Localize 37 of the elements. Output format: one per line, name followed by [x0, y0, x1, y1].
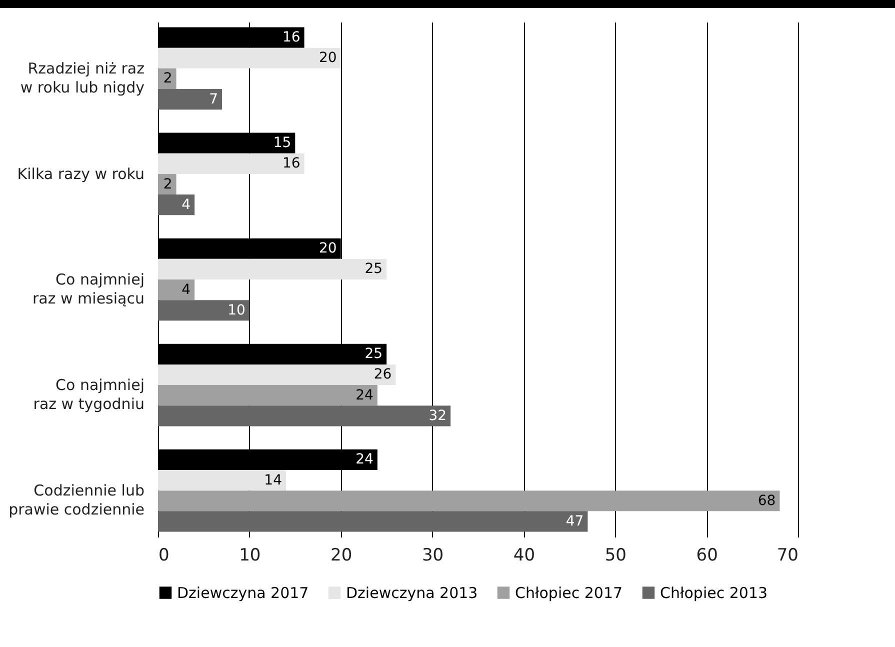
data-label: 4 — [182, 282, 191, 298]
data-label: 24 — [356, 452, 374, 468]
x-tick-label: 10 — [239, 546, 261, 566]
data-label: 10 — [228, 302, 246, 318]
legend-label: Chłopiec 2013 — [660, 584, 768, 602]
x-tick-label: 40 — [513, 546, 536, 566]
y-tick-label: Kilka razy w roku — [17, 164, 144, 183]
x-tick-label: 30 — [422, 546, 444, 566]
x-tick-label: 70 — [776, 546, 798, 566]
data-label: 15 — [273, 135, 292, 152]
x-tick-label: 20 — [330, 546, 352, 566]
data-label: 7 — [209, 91, 218, 108]
legend-label: Dziewczyna 2013 — [346, 584, 478, 602]
data-label: 26 — [374, 366, 392, 383]
data-label: 2 — [163, 176, 172, 192]
data-label: 16 — [282, 156, 300, 172]
data-label: 4 — [182, 196, 191, 213]
data-label: 20 — [319, 240, 337, 257]
y-tick-label: Rzadziej niż raz w roku lub nigdy — [20, 59, 145, 96]
data-label: 2 — [163, 70, 172, 87]
legend-label: Dziewczyna 2017 — [177, 584, 309, 602]
data-label: 68 — [758, 492, 776, 509]
data-label: 16 — [282, 30, 300, 46]
x-tick-label: 60 — [696, 546, 718, 566]
data-label: 32 — [428, 408, 447, 424]
data-label: 25 — [364, 346, 383, 362]
y-tick-label: Codziennie lub prawie codziennie — [8, 482, 144, 519]
legend-label: Chłopiec 2017 — [515, 584, 623, 602]
data-label: 20 — [319, 50, 337, 66]
data-label: 47 — [566, 513, 584, 530]
data-label: 14 — [264, 472, 282, 488]
data-label: 24 — [356, 387, 374, 404]
y-tick-label: Co najmniej raz w miesiącu — [32, 270, 144, 308]
data-label: 25 — [364, 261, 383, 278]
y-tick-label: Co najmniej raz w tygodniu — [33, 376, 144, 414]
x-tick-label: 0 — [158, 546, 170, 566]
x-tick-label: 50 — [604, 546, 626, 566]
